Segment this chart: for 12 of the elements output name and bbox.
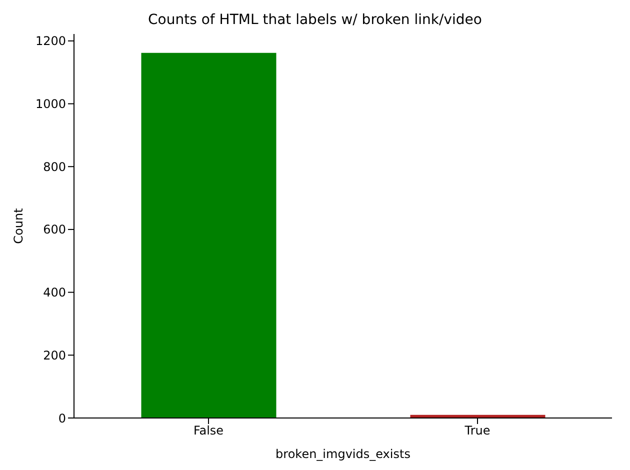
y-axis-title: Count xyxy=(11,208,26,244)
y-tick-label: 400 xyxy=(43,286,66,300)
x-axis-title: broken_imgvids_exists xyxy=(276,447,410,461)
y-tick-label: 200 xyxy=(43,348,66,362)
y-tick-label: 1200 xyxy=(35,34,66,48)
x-tick-label: True xyxy=(464,424,490,438)
y-tick-label: 1000 xyxy=(35,97,66,112)
y-tick-label: 800 xyxy=(43,160,66,174)
y-tick-label: 600 xyxy=(43,222,66,237)
chart-title: Counts of HTML that labels w/ broken link/video xyxy=(147,11,483,30)
y-tick-label: 0 xyxy=(58,411,66,426)
x-tick-label: False xyxy=(193,424,224,438)
